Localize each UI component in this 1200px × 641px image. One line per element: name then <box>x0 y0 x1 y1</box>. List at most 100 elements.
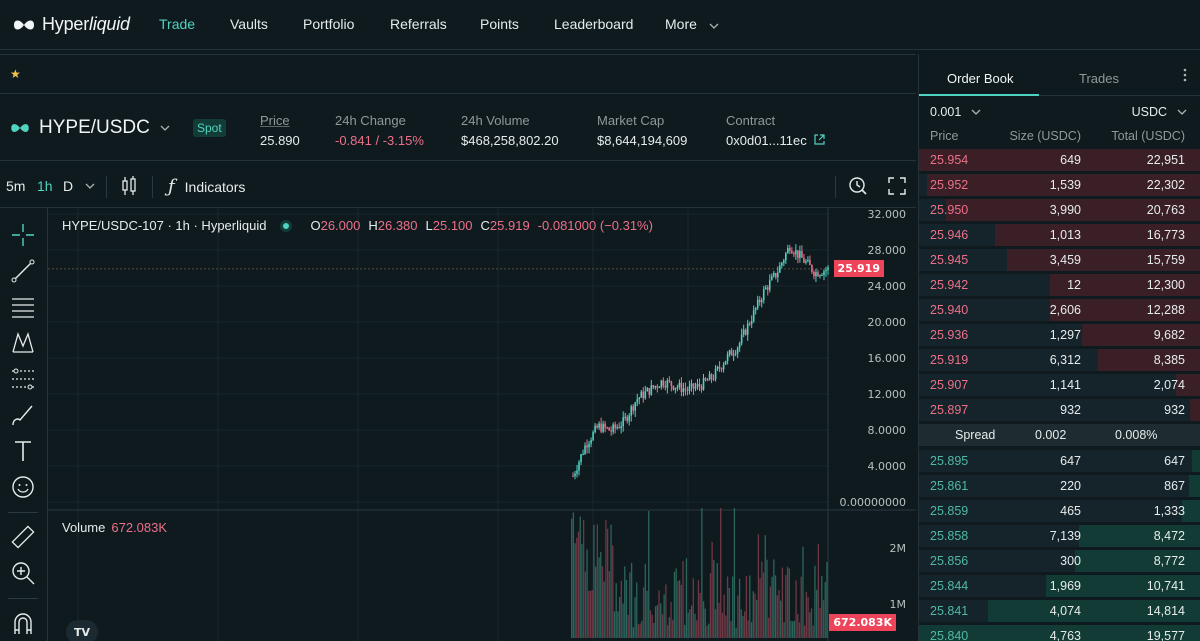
candle-body <box>799 251 801 258</box>
trend-line-icon[interactable] <box>10 258 36 284</box>
bid-size: 4,763 <box>1049 629 1081 641</box>
ask-row[interactable]: 25.897 932 932 <box>919 399 1200 421</box>
brand-logo[interactable]: Hyperliquid <box>12 14 152 35</box>
row-background <box>919 450 1200 472</box>
ruler-icon[interactable] <box>10 524 36 550</box>
ask-row[interactable]: 25.946 1,013 16,773 <box>919 224 1200 246</box>
tool-divider <box>8 598 38 599</box>
ask-row[interactable]: 25.919 6,312 8,385 <box>919 349 1200 371</box>
ask-row[interactable]: 25.907 1,141 2,074 <box>919 374 1200 396</box>
stat-market-cap: Market Cap $8,644,194,609 <box>597 113 687 148</box>
tab-trades[interactable]: Trades <box>1079 71 1119 86</box>
volume-bar <box>658 590 660 638</box>
candle-body <box>656 386 659 388</box>
magnet-icon[interactable] <box>10 610 36 636</box>
nav-referrals[interactable]: Referrals <box>390 16 447 32</box>
depth-bar <box>1189 399 1200 421</box>
candle-body <box>572 475 574 477</box>
emoji-icon[interactable] <box>10 474 36 500</box>
volume-bar <box>582 520 585 638</box>
ask-total: 20,763 <box>1146 203 1185 217</box>
bid-row[interactable]: 25.841 4,074 14,814 <box>919 600 1200 622</box>
ticker-header: HYPE/USDC Spot Price 25.890 24h Change -… <box>0 97 916 161</box>
ask-row[interactable]: 25.950 3,990 20,763 <box>919 199 1200 221</box>
candle-body <box>618 427 620 429</box>
bid-row[interactable]: 25.858 7,139 8,472 <box>919 525 1200 547</box>
pattern-icon[interactable] <box>10 330 36 356</box>
pair-selector[interactable]: HYPE/USDC <box>9 117 170 139</box>
volume-bar <box>648 510 650 638</box>
depth-bar <box>945 199 1200 221</box>
tradingview-icon: TV <box>73 625 91 639</box>
candle-body <box>772 273 775 277</box>
ask-row[interactable]: 25.936 1,297 9,682 <box>919 324 1200 346</box>
volume-bar <box>624 566 626 638</box>
candle-body <box>636 399 639 403</box>
ask-row[interactable]: 25.940 2,606 12,288 <box>919 299 1200 321</box>
candle-body <box>825 270 827 272</box>
candlestick-icon[interactable] <box>120 176 138 196</box>
chevron-down-icon[interactable] <box>85 183 95 189</box>
price-chart[interactable]: HYPE/USDC-107 · 1h · Hyperliquid O 26.000… <box>48 208 916 641</box>
candle-body <box>670 381 673 386</box>
currency-select[interactable]: USDC <box>1132 105 1187 119</box>
candle-body <box>624 416 627 418</box>
bid-row[interactable]: 25.861 220 867 <box>919 475 1200 497</box>
volume-bar <box>591 589 593 638</box>
ask-row[interactable]: 25.954 649 22,951 <box>919 149 1200 171</box>
indicators-button[interactable]: ƒ Indicators <box>168 176 245 197</box>
candle-body <box>823 271 825 275</box>
replay-icon[interactable] <box>848 176 868 196</box>
brush-icon[interactable] <box>10 402 36 428</box>
star-icon[interactable]: ★ <box>10 67 21 81</box>
zoom-in-icon[interactable] <box>10 560 36 586</box>
contract-link[interactable]: 0x0d01...11ec <box>726 133 825 148</box>
tick-size-select[interactable]: 0.001 <box>930 105 981 119</box>
ask-row[interactable]: 25.942 12 12,300 <box>919 274 1200 296</box>
ohlc-change: -0.081000 (−0.31%) <box>537 218 653 233</box>
crosshair-icon[interactable] <box>10 222 36 248</box>
nav-points[interactable]: Points <box>480 16 519 32</box>
chevron-down-icon <box>160 125 170 131</box>
candle-body <box>756 299 759 308</box>
candle-body <box>752 310 755 322</box>
spread-value: 0.002 <box>1035 428 1067 442</box>
ask-total: 22,951 <box>1146 153 1185 167</box>
timeframe-1h[interactable]: 1h <box>37 178 53 194</box>
volume-bar <box>574 543 576 638</box>
fib-retracement-icon[interactable] <box>10 366 36 392</box>
timeframe-5m[interactable]: 5m <box>6 178 26 194</box>
text-tool-icon[interactable] <box>10 438 36 464</box>
price-axis-tick: 32.000 <box>867 208 907 221</box>
candle-body <box>664 385 667 388</box>
nav-trade[interactable]: Trade <box>159 16 196 32</box>
candle-body <box>682 388 685 392</box>
candle-body <box>789 247 791 252</box>
stat-value: -0.841 / -3.15% <box>335 133 424 148</box>
bid-row[interactable]: 25.859 465 1,333 <box>919 500 1200 522</box>
ask-row[interactable]: 25.952 1,539 22,302 <box>919 174 1200 196</box>
candle-body <box>676 387 679 389</box>
tradingview-logo[interactable]: TV <box>66 620 98 641</box>
nav-vaults[interactable]: Vaults <box>230 16 268 32</box>
timeframe-d[interactable]: D <box>63 178 74 194</box>
row-background <box>919 500 1200 522</box>
bid-price: 25.840 <box>930 629 969 641</box>
bid-row[interactable]: 25.840 4,763 19,577 <box>919 625 1200 641</box>
volume-bar <box>660 603 662 638</box>
volume-bar <box>725 615 727 638</box>
volume-bar <box>735 627 737 638</box>
fullscreen-icon[interactable] <box>888 177 906 195</box>
bid-row[interactable]: 25.844 1,969 10,741 <box>919 575 1200 597</box>
nav-more[interactable]: More <box>665 16 719 32</box>
horizontal-lines-icon[interactable] <box>10 294 36 320</box>
ask-row[interactable]: 25.945 3,459 15,759 <box>919 249 1200 271</box>
nav-leaderboard[interactable]: Leaderboard <box>554 16 634 32</box>
nav-portfolio[interactable]: Portfolio <box>303 16 355 32</box>
ohlc-close: 25.919 <box>489 218 530 233</box>
more-options-icon[interactable] <box>1183 68 1187 82</box>
bid-row[interactable]: 25.856 300 8,772 <box>919 550 1200 572</box>
tab-order-book[interactable]: Order Book <box>947 71 1014 86</box>
depth-bar <box>919 149 1200 171</box>
bid-row[interactable]: 25.895 647 647 <box>919 450 1200 472</box>
